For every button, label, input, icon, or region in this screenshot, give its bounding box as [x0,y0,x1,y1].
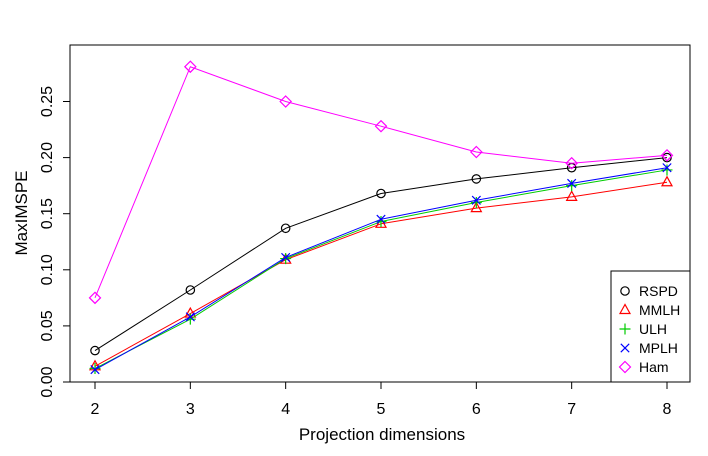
data-point-mplh [567,178,577,189]
y-axis-label: MaxIMSPE [12,170,31,255]
legend-item-ulh: ULH [619,321,667,337]
x-axis-label: Projection dimensions [299,425,465,444]
data-point-mplh [471,195,481,205]
data-point-mmlh [565,190,578,201]
data-point-rspd [90,345,100,356]
data-point-ham [469,145,483,159]
x-axis: 2 3 4 5 6 7 8 [91,381,672,418]
y-tick-label: 0.25 [39,86,56,117]
series-rspd [90,152,672,356]
x-tick-label: 5 [377,401,386,418]
data-point-ulh [375,216,387,228]
data-point-ham [183,60,197,74]
legend-label: RSPD [639,283,678,299]
data-point-ulh [280,253,292,265]
series-ulh [89,164,673,375]
data-point-rspd [376,188,386,199]
x-tick-label: 6 [472,401,481,418]
data-point-mplh [185,312,195,322]
y-tick-label: 0.05 [39,310,56,341]
series-mmlh [88,175,674,371]
data-point-mmlh [660,175,674,187]
legend-item-mplh: MPLH [620,340,678,356]
y-tick-label: 0.10 [39,254,56,285]
data-point-ulh [89,363,101,375]
legend-item-ham: Ham [618,359,669,375]
data-point-mplh [281,252,291,263]
legend-marker-ham [618,360,632,374]
legend-marker-mplh [620,343,630,353]
legend-label: MMLH [639,302,680,318]
data-point-mplh [376,214,386,224]
legend-label: MPLH [639,340,678,356]
x-tick-label: 7 [567,401,576,418]
data-point-ulh [661,164,673,176]
legend-marker-mmlh [618,303,632,315]
data-point-ham [565,156,579,170]
legend-box [610,270,691,383]
data-point-ham [660,149,674,162]
x-tick-label: 8 [663,401,672,418]
series-line-rspd [94,157,668,352]
y-tick-label: 0.00 [39,366,56,397]
data-point-ulh [470,196,482,208]
series-mplh [90,163,672,375]
data-point-ulh [566,180,578,192]
y-axis: 0.00 0.05 0.10 0.15 0.20 0.25 [39,86,71,398]
data-point-mplh [662,163,672,173]
data-point-mmlh [470,201,483,213]
data-point-rspd [471,174,482,184]
series-line-ulh [94,169,668,369]
y-tick-label: 0.20 [39,142,56,173]
data-point-rspd [185,285,196,295]
legend-label: Ham [639,359,669,375]
series-layer [88,60,674,375]
legend-item-mmlh: MMLH [618,302,680,318]
series-line-ham [94,66,668,299]
data-point-ham [374,119,388,133]
legend-label: ULH [639,321,667,337]
y-tick-label: 0.15 [39,198,56,229]
data-point-ham [88,291,102,305]
series-ham [88,60,674,305]
data-point-rspd [280,223,291,234]
data-point-rspd [662,152,672,163]
legend-item-rspd: RSPD [620,283,678,299]
plot-frame [69,44,691,383]
legend-marker-ulh [619,323,631,335]
legend-marker-rspd [620,286,630,296]
x-tick-label: 3 [186,401,195,418]
data-point-ham [279,95,293,108]
series-line-mmlh [94,181,668,367]
data-point-mplh [90,365,100,375]
x-tick-label: 4 [281,401,290,418]
legend: RSPD MMLH ULH MPLH Ham [610,270,691,383]
x-tick-label: 2 [91,401,100,418]
